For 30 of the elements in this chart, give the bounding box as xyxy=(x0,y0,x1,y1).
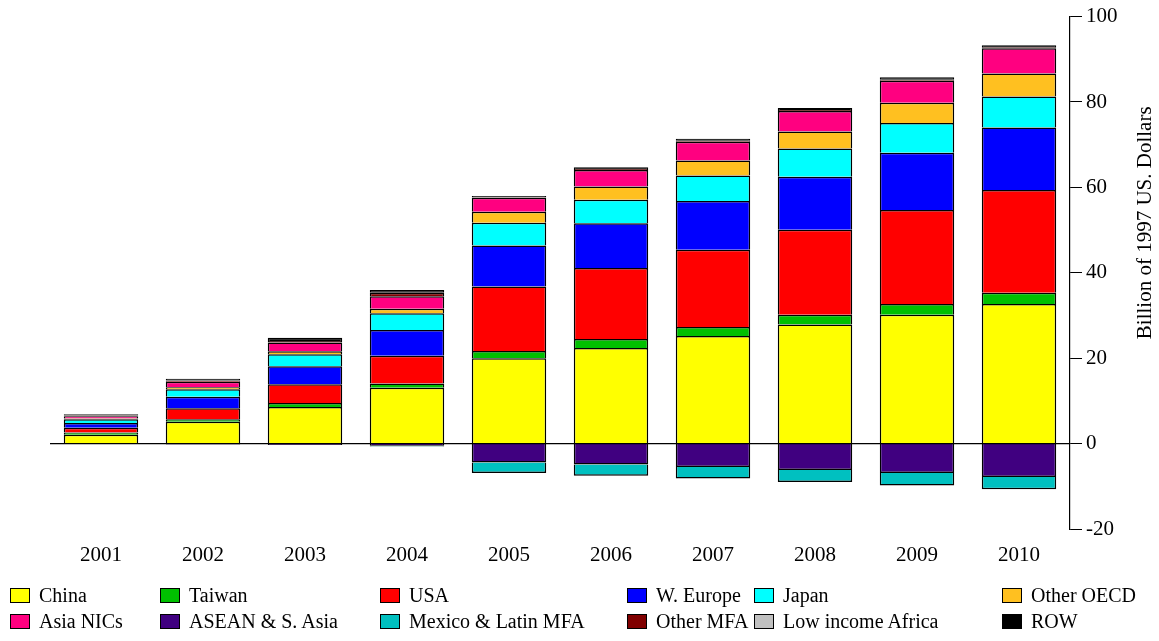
y-tick-label: 0 xyxy=(1086,430,1097,455)
y-tick-label: 60 xyxy=(1086,173,1107,198)
legend-label: Other MFA xyxy=(656,610,749,633)
x-tick-label: 2002 xyxy=(182,542,224,567)
legend-label: Taiwan xyxy=(189,584,248,607)
y-tick-label: 100 xyxy=(1086,3,1118,28)
y-tick-label: -20 xyxy=(1086,515,1114,540)
legend-label: Asia NICs xyxy=(39,610,123,633)
legend-label: Other OECD xyxy=(1031,584,1136,607)
y-axis-title: Billion of 1997 US. Dollars xyxy=(1131,106,1156,340)
x-tick-label: 2010 xyxy=(998,542,1040,567)
x-tick-label: 2008 xyxy=(794,542,836,567)
legend-label: USA xyxy=(409,584,450,607)
legend-label: ROW xyxy=(1031,610,1078,633)
x-tick-label: 2004 xyxy=(386,542,429,567)
legend-label: Low income Africa xyxy=(783,610,939,633)
legend-label: Mexico & Latin MFA xyxy=(409,610,585,633)
legend-label: ASEAN & S. Asia xyxy=(189,610,338,633)
y-tick-label: 20 xyxy=(1086,344,1107,369)
x-tick-label: 2003 xyxy=(284,542,326,567)
legend-label: Japan xyxy=(783,584,829,607)
x-tick-label: 2007 xyxy=(692,542,734,567)
y-tick-label: 80 xyxy=(1086,88,1107,113)
legend-label: China xyxy=(39,584,87,607)
y-tick-label: 40 xyxy=(1086,259,1107,284)
x-tick-label: 2005 xyxy=(488,542,530,567)
x-tick-label: 2006 xyxy=(590,542,632,567)
legend-label: W. Europe xyxy=(656,584,741,607)
x-tick-label: 2001 xyxy=(80,542,122,567)
x-tick-label: 2009 xyxy=(896,542,938,567)
